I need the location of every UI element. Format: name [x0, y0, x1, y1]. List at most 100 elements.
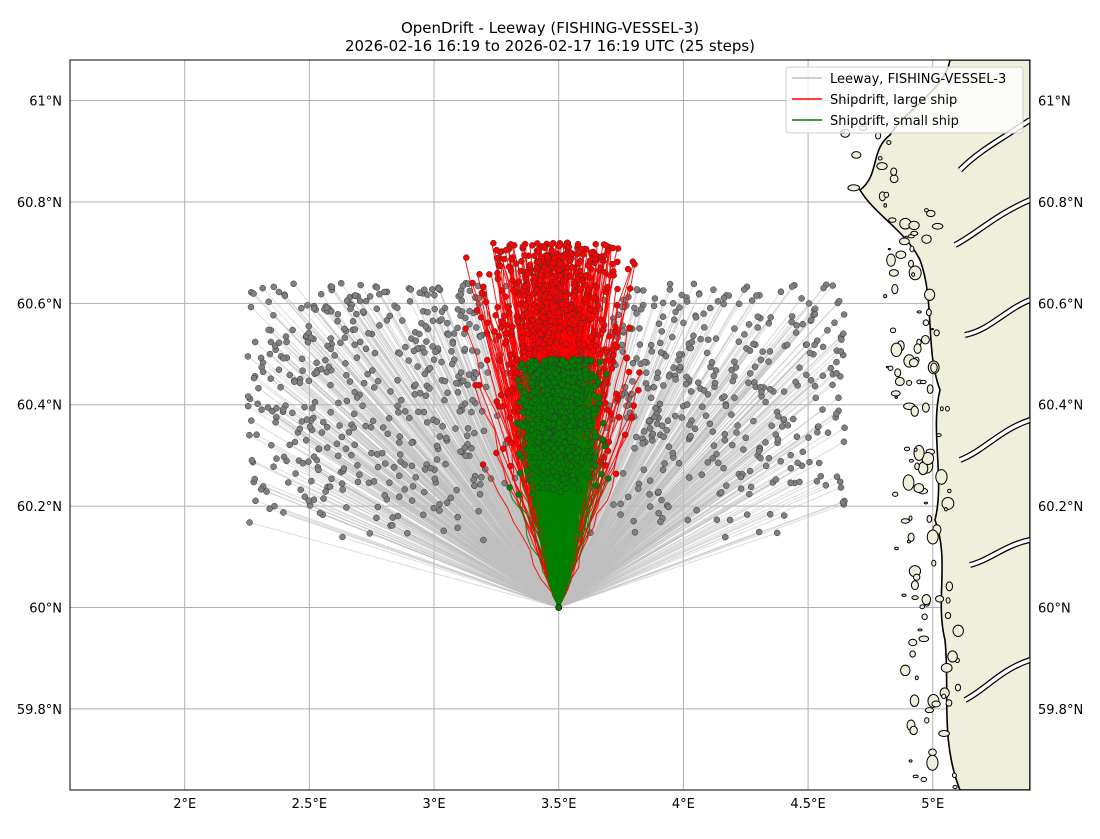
endpoint-marker: [531, 252, 538, 260]
endpoint-marker: [600, 321, 608, 329]
endpoint-marker: [576, 399, 584, 406]
endpoint-marker: [654, 369, 662, 376]
endpoint-marker: [343, 397, 351, 405]
endpoint-marker: [512, 260, 520, 267]
island: [903, 446, 911, 452]
endpoint-marker: [515, 491, 522, 498]
endpoint-marker: [833, 473, 841, 480]
y-tick-label-right: 60.2°N: [1038, 500, 1083, 515]
endpoint-marker: [572, 269, 580, 277]
x-tick-label: 4.5°E: [790, 797, 825, 812]
endpoint-marker: [265, 326, 272, 334]
island: [883, 191, 890, 198]
endpoint-marker: [566, 422, 574, 430]
endpoint-marker: [408, 497, 416, 504]
endpoint-marker: [280, 355, 287, 362]
endpoint-marker: [551, 413, 559, 421]
endpoint-marker: [731, 394, 738, 401]
endpoint-marker: [420, 408, 428, 416]
endpoint-marker: [659, 466, 667, 474]
endpoint-marker: [567, 428, 574, 436]
y-tick-label-left: 60°N: [29, 602, 62, 617]
island: [890, 390, 901, 397]
endpoint-marker: [244, 393, 252, 400]
island: [918, 635, 930, 643]
island: [924, 288, 936, 301]
endpoint-marker: [794, 459, 801, 467]
endpoint-marker: [251, 475, 258, 483]
trajectory: [436, 421, 560, 608]
endpoint-marker: [275, 288, 283, 296]
endpoint-marker: [454, 389, 462, 396]
endpoint-marker: [796, 478, 803, 486]
endpoint-marker: [819, 372, 827, 380]
endpoint-marker: [591, 429, 598, 436]
endpoint-marker: [566, 257, 574, 265]
endpoint-marker: [401, 461, 408, 468]
endpoint-marker: [662, 352, 670, 360]
trajectory: [400, 399, 560, 608]
endpoint-marker: [824, 327, 831, 334]
endpoint-marker: [342, 360, 349, 367]
plot-area: [70, 60, 1030, 790]
endpoint-marker: [606, 357, 613, 364]
endpoint-marker: [369, 367, 376, 374]
endpoint-marker: [477, 481, 484, 488]
endpoint-marker: [313, 369, 320, 377]
endpoint-marker: [528, 475, 536, 483]
endpoint-marker: [762, 462, 770, 470]
endpoint-marker: [600, 326, 607, 334]
trajectory: [558, 451, 804, 608]
trajectory: [515, 379, 560, 608]
endpoint-marker: [601, 442, 609, 450]
endpoint-marker: [529, 290, 537, 298]
endpoint-marker: [322, 356, 329, 364]
island: [887, 247, 891, 251]
island: [938, 730, 950, 737]
endpoint-marker: [484, 319, 491, 327]
endpoint-marker: [649, 430, 657, 438]
y-tick-label-right: 60.6°N: [1038, 297, 1083, 312]
endpoint-marker: [811, 382, 819, 390]
endpoint-marker: [720, 300, 727, 308]
endpoint-marker: [421, 286, 428, 293]
island: [908, 358, 919, 368]
trajectory: [392, 517, 559, 608]
island: [930, 328, 934, 331]
endpoint-marker: [641, 358, 648, 366]
endpoint-marker: [343, 504, 350, 511]
endpoint-marker: [750, 417, 757, 425]
endpoint-marker: [591, 327, 598, 335]
endpoint-marker: [458, 297, 466, 305]
island: [913, 447, 918, 452]
endpoint-marker: [819, 343, 827, 351]
endpoint-marker: [547, 241, 555, 249]
endpoint-marker: [710, 442, 718, 449]
endpoint-marker: [301, 403, 308, 411]
trajectory: [558, 437, 747, 608]
endpoint-marker: [404, 529, 411, 537]
endpoint-marker: [461, 345, 469, 353]
endpoint-marker: [494, 269, 501, 277]
endpoint-marker: [755, 447, 763, 455]
endpoint-marker: [687, 432, 694, 440]
endpoint-marker: [602, 242, 610, 249]
island: [911, 272, 916, 277]
endpoint-marker: [709, 455, 716, 462]
trajectory: [356, 397, 560, 608]
endpoint-marker: [516, 383, 524, 390]
endpoint-marker: [557, 324, 564, 331]
endpoint-marker: [520, 423, 527, 430]
endpoint-marker: [515, 278, 522, 286]
trajectory: [300, 489, 559, 608]
endpoint-marker: [704, 391, 712, 398]
endpoint-marker: [499, 403, 507, 410]
endpoint-marker: [694, 379, 702, 386]
endpoint-marker: [259, 284, 266, 292]
endpoint-marker: [500, 312, 508, 320]
island: [924, 717, 930, 724]
endpoint-marker: [678, 414, 686, 421]
endpoint-marker: [573, 385, 581, 392]
endpoint-marker: [571, 438, 579, 445]
trajectory: [255, 500, 559, 608]
